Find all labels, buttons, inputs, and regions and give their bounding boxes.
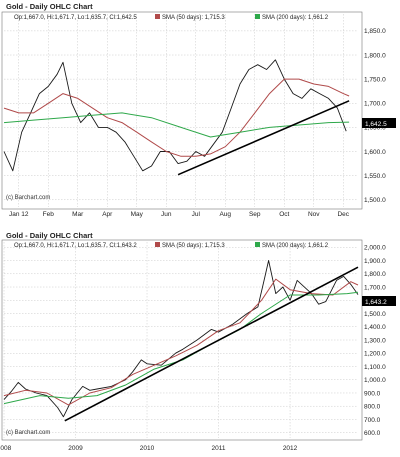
- sma200-series-line: [3, 112, 350, 138]
- y-tick-label: 700.0: [364, 417, 381, 424]
- price-series-line: [3, 59, 347, 172]
- y-tick-label: 900.0: [364, 390, 381, 397]
- y-tick-label: 1,200.0: [364, 351, 386, 358]
- x-tick-label: Aug: [219, 211, 231, 218]
- x-tick-label: Nov: [308, 211, 320, 218]
- legend: Op:1,667.0, Hi:1,671.7, Lo:1,635.7, Cl:1…: [14, 14, 329, 21]
- legend: Op:1,667.0, Hi:1,671.7, Lo:1,635.7, Cl:1…: [14, 242, 329, 249]
- x-tick-label: May: [131, 211, 144, 218]
- x-axis-ticks: 2008 2009 2010 2011 2012: [0, 445, 298, 452]
- last-value-box: [362, 118, 396, 128]
- legend-sma200-swatch: [255, 14, 260, 19]
- chart-title: Gold - Daily OHLC Chart: [6, 2, 93, 11]
- x-axis-ticks: Jan 12 Feb Mar Apr May Jun Jul Aug Sep Oct Nov Dec: [9, 211, 350, 218]
- x-tick-label: 2009: [68, 445, 83, 452]
- sma200-series-line: [3, 291, 359, 405]
- plot-frame: [1, 11, 363, 210]
- legend-sma50: SMA (50 days): 1,715.3: [162, 243, 225, 249]
- y-tick-label: 1,500.0: [364, 311, 386, 318]
- plot-frame: [1, 239, 363, 441]
- series-group: [3, 59, 350, 176]
- x-tick-label: 2011: [212, 445, 226, 452]
- y-tick-label: 1,800.0: [364, 271, 386, 278]
- y-tick-label: 1,500.0: [364, 197, 386, 204]
- y-tick-label: 1,850.0: [364, 28, 386, 35]
- y-tick-label: 1,800.0: [364, 52, 386, 59]
- y-axis-ticks: 1,500.0 1,550.0 1,600.0 1,650.0 1,700.0 1,750…: [364, 28, 386, 204]
- y-tick-label: 1,300.0: [364, 337, 386, 344]
- x-tick-label: Jun: [161, 211, 172, 218]
- x-tick-label: Apr: [102, 211, 113, 218]
- chart-title: Gold - Daily OHLC Chart: [6, 231, 93, 240]
- series-group: [3, 260, 359, 422]
- price-series-line: [3, 260, 359, 418]
- trendline: [64, 266, 359, 422]
- y-tick-label: 1,650.0: [364, 125, 386, 132]
- x-tick-label: Mar: [72, 211, 84, 218]
- x-tick-label: 2008: [0, 445, 12, 452]
- last-value-label: 1,643.2: [365, 299, 387, 306]
- x-tick-label: Dec: [337, 211, 349, 218]
- daily-chart-panel: Gold - Daily OHLC Chart Op:1,667.0, Hi:1…: [1, 2, 396, 218]
- trendline: [177, 100, 350, 176]
- y-tick-label: 1,000.0: [364, 377, 386, 384]
- y-axis-ticks: 600.0 700.0 800.0 900.0 1,000.0 1,100.0 1,200.…: [364, 245, 386, 437]
- y-tick-label: 1,700.0: [364, 284, 386, 291]
- legend-sma200-swatch: [255, 242, 260, 247]
- grid: [4, 14, 358, 207]
- y-tick-label: 1,100.0: [364, 364, 386, 371]
- legend-sma50-swatch: [155, 14, 160, 19]
- y-tick-label: 2,000.0: [364, 245, 386, 252]
- legend-ohlc: Op:1,667.0, Hi:1,671.7, Lo:1,635.7, Cl:1…: [14, 15, 137, 21]
- x-tick-label: Sep: [249, 211, 261, 218]
- legend-sma50-swatch: [155, 242, 160, 247]
- long-term-chart-panel: Gold - Daily OHLC Chart Op:1,667.0, Hi:1…: [0, 231, 396, 452]
- last-value-box: [362, 296, 396, 306]
- x-tick-label: Oct: [279, 211, 289, 218]
- x-tick-label: Feb: [43, 211, 55, 218]
- copyright: (c) Barchart.com: [6, 195, 50, 201]
- x-tick-label: 2010: [140, 445, 155, 452]
- copyright: (c) Barchart.com: [6, 430, 50, 436]
- y-tick-label: 1,600.0: [364, 149, 386, 156]
- y-tick-label: 1,400.0: [364, 324, 386, 331]
- sma50-series-line: [3, 78, 350, 157]
- y-tick-label: 1,750.0: [364, 76, 386, 83]
- grid: [3, 242, 358, 438]
- last-value-label: 1,642.5: [365, 121, 387, 128]
- legend-sma200: SMA (200 days): 1,661.2: [262, 243, 329, 249]
- y-tick-label: 1,550.0: [364, 173, 386, 180]
- x-tick-label: Jul: [192, 211, 201, 218]
- y-tick-label: 800.0: [364, 404, 381, 411]
- y-tick-label: 600.0: [364, 430, 381, 437]
- y-tick-label: 1,900.0: [364, 258, 386, 265]
- y-tick-label: 1,700.0: [364, 101, 386, 108]
- x-tick-label: Jan 12: [9, 211, 29, 218]
- sma50-series-line: [3, 278, 359, 406]
- x-tick-label: 2012: [283, 445, 298, 452]
- legend-sma200: SMA (200 days): 1,661.2: [262, 15, 329, 21]
- legend-sma50: SMA (50 days): 1,715.3: [162, 15, 225, 21]
